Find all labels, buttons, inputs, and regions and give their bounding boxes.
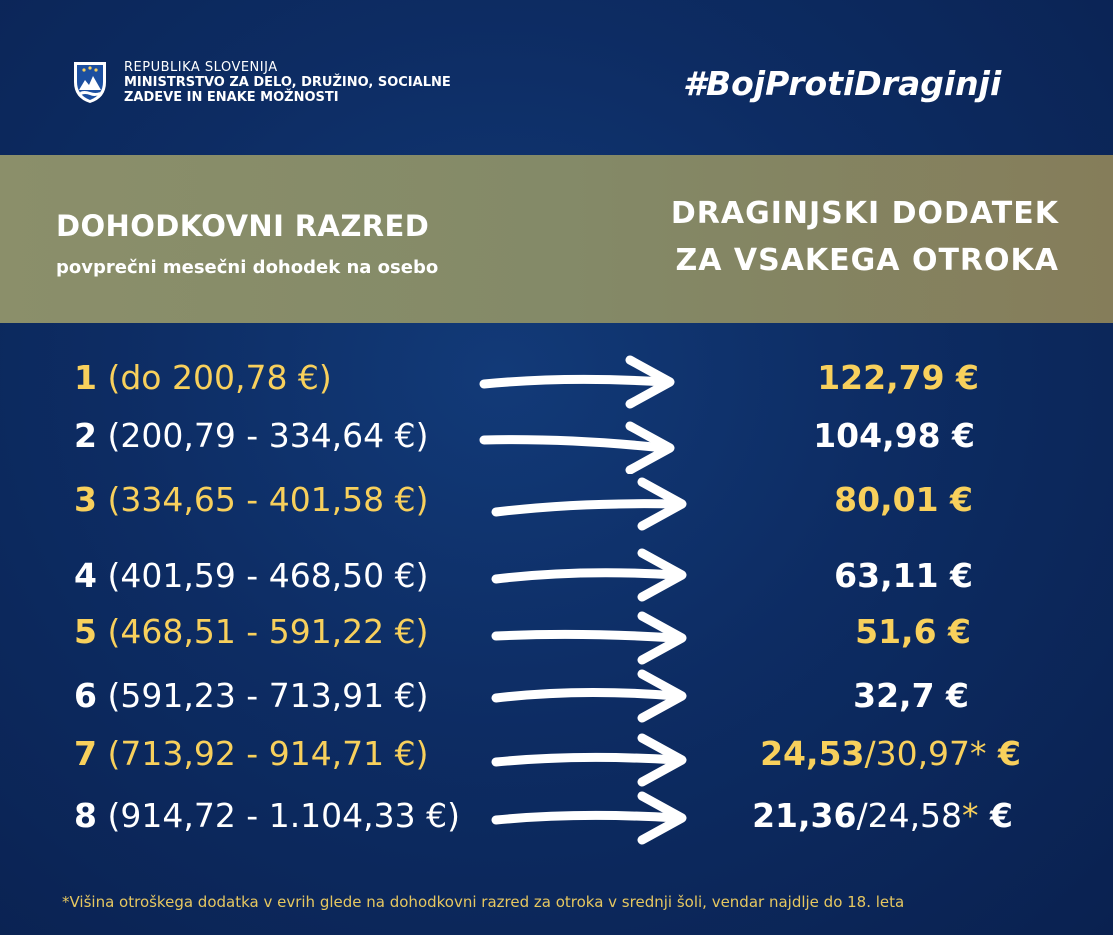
allowance-heading-line-1: DRAGINJSKI DODATEK (670, 196, 1059, 231)
income-row-range: (713,92 - 914,71 €) (107, 734, 429, 773)
income-row-range: (do 200,78 €) (107, 358, 332, 397)
income-class-heading: DOHODKOVNI RAZRED (56, 209, 430, 243)
income-class-subheading: povprečni mesečni dohodek na osebo (56, 257, 439, 278)
income-row-number: 3 (74, 480, 97, 519)
income-row-range: (914,72 - 1.104,33 €) (107, 796, 461, 835)
allowance-row-4-value: 63,11 € (834, 556, 973, 595)
income-row-number: 7 (74, 734, 97, 773)
allowance-row-5-value: 51,6 € (855, 612, 971, 651)
arrow-right-icon (479, 355, 675, 409)
slovenia-coat-of-arms-icon (74, 62, 106, 103)
ministry-line-2: MINISTRSTVO ZA DELO, DRUŽINO, SOCIALNE (124, 75, 451, 90)
arrow-right-icon (491, 669, 687, 723)
income-row-number: 4 (74, 556, 97, 595)
header: REPUBLIKA SLOVENIJA MINISTRSTVO ZA DELO,… (0, 0, 1113, 155)
income-row-8-label: 8 (914,72 - 1.104,33 €) (74, 796, 460, 835)
allowance-row-1-value: 122,79 € (817, 358, 979, 397)
column-header-band (0, 155, 1113, 323)
income-row-range: (468,51 - 591,22 €) (107, 612, 429, 651)
income-row-number: 6 (74, 676, 97, 715)
allowance-row-7-value: 24,53/30,97* € (760, 734, 1021, 773)
ministry-name: REPUBLIKA SLOVENIJA MINISTRSTVO ZA DELO,… (124, 60, 451, 105)
income-row-range: (334,65 - 401,58 €) (107, 480, 429, 519)
allowance-currency: € (986, 734, 1021, 773)
arrow-right-icon (491, 477, 687, 531)
arrow-right-icon (491, 548, 687, 602)
income-row-number: 8 (74, 796, 97, 835)
allowance-asterisk: * (962, 796, 979, 835)
allowance-heading-line-2: ZA VSAKEGA OTROKA (675, 243, 1059, 278)
income-row-4-label: 4 (401,59 - 468,50 €) (74, 556, 429, 595)
income-row-3-label: 3 (334,65 - 401,58 €) (74, 480, 429, 519)
allowance-value: 21,36 (752, 796, 857, 835)
income-row-2-label: 2 (200,79 - 334,64 €) (74, 416, 429, 455)
ministry-line-1: REPUBLIKA SLOVENIJA (124, 60, 278, 75)
income-row-number: 2 (74, 416, 97, 455)
ministry-line-3: ZADEVE IN ENAKE MOŽNOSTI (124, 90, 339, 105)
income-row-number: 5 (74, 612, 97, 651)
allowance-alt-value: /30,97* (864, 734, 987, 773)
allowance-value: 24,53 (760, 734, 865, 773)
income-row-6-label: 6 (591,23 - 713,91 €) (74, 676, 429, 715)
footnote: *Višina otroškega dodatka v evrih glede … (62, 893, 905, 911)
arrow-right-icon (479, 421, 675, 474)
allowance-row-2-value: 104,98 € (813, 416, 975, 455)
allowance-row-3-value: 80,01 € (834, 480, 973, 519)
arrow-right-icon (491, 611, 687, 665)
arrow-right-icon (491, 733, 687, 787)
income-row-number: 1 (74, 358, 97, 397)
allowance-row-6-value: 32,7 € (853, 676, 969, 715)
allowance-currency: € (978, 796, 1013, 835)
income-row-5-label: 5 (468,51 - 591,22 €) (74, 612, 429, 651)
hashtag: #BojProtiDraginji (683, 64, 1002, 103)
allowance-heading: DRAGINJSKI DODATEK ZA VSAKEGA OTROKA (671, 190, 1059, 284)
allowance-alt-value: /24,58 (856, 796, 963, 835)
income-row-range: (200,79 - 334,64 €) (107, 416, 429, 455)
income-row-range: (401,59 - 468,50 €) (107, 556, 429, 595)
income-row-7-label: 7 (713,92 - 914,71 €) (74, 734, 429, 773)
arrow-right-icon (491, 791, 687, 845)
allowance-row-8-value: 21,36/24,58* € (752, 796, 1013, 835)
income-row-1-label: 1 (do 200,78 €) (74, 358, 332, 397)
income-row-range: (591,23 - 713,91 €) (107, 676, 429, 715)
